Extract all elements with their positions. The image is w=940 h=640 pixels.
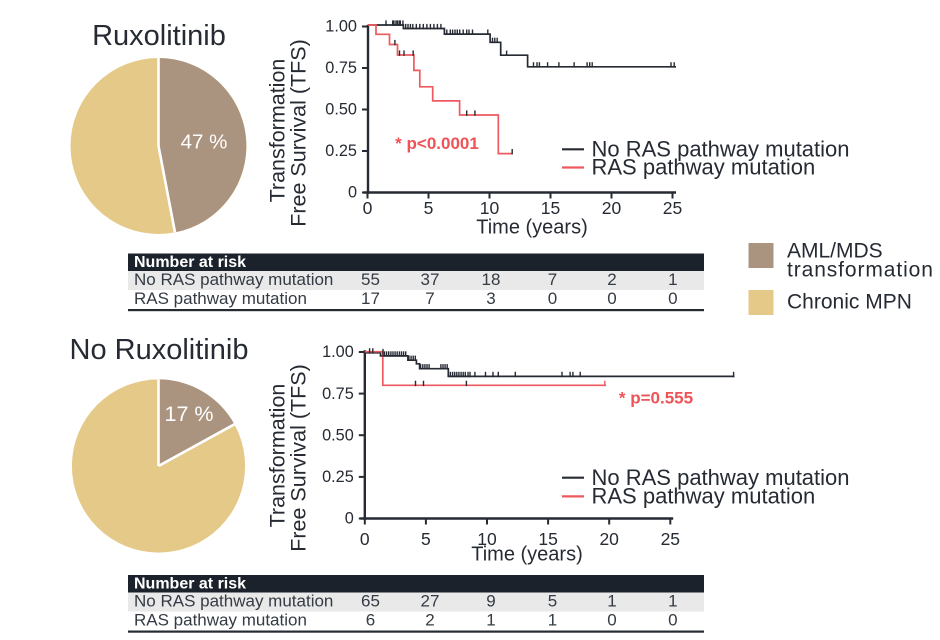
svg-text:5: 5 xyxy=(421,529,431,549)
svg-text:9: 9 xyxy=(486,592,495,611)
svg-text:Ruxolitinib: Ruxolitinib xyxy=(92,20,226,52)
svg-text:1.00: 1.00 xyxy=(322,343,354,361)
svg-text:7: 7 xyxy=(548,270,557,289)
svg-text:15: 15 xyxy=(541,198,560,218)
svg-text:5: 5 xyxy=(548,592,557,611)
svg-text:25: 25 xyxy=(661,529,680,549)
svg-text:2: 2 xyxy=(607,270,616,289)
svg-text:15: 15 xyxy=(538,529,557,549)
svg-text:0.50: 0.50 xyxy=(325,101,357,119)
svg-text:10: 10 xyxy=(477,529,497,549)
svg-text:Free Survival (TFS): Free Survival (TFS) xyxy=(286,39,310,227)
svg-text:Transformation: Transformation xyxy=(266,384,290,528)
svg-text:RAS pathway mutation: RAS pathway mutation xyxy=(134,611,307,630)
svg-text:RAS pathway mutation: RAS pathway mutation xyxy=(134,289,307,308)
svg-text:Number at risk: Number at risk xyxy=(134,576,246,593)
svg-text:3: 3 xyxy=(486,289,495,308)
svg-text:0: 0 xyxy=(668,611,677,630)
svg-text:Free Survival (TFS): Free Survival (TFS) xyxy=(286,364,310,552)
svg-text:0: 0 xyxy=(607,611,616,630)
svg-text:0.75: 0.75 xyxy=(322,385,354,403)
svg-text:1: 1 xyxy=(486,611,495,630)
svg-text:0.50: 0.50 xyxy=(322,426,354,444)
svg-text:6: 6 xyxy=(366,611,375,630)
svg-text:0: 0 xyxy=(363,198,373,218)
svg-text:0: 0 xyxy=(548,289,557,308)
svg-text:1: 1 xyxy=(607,592,616,611)
svg-text:27: 27 xyxy=(421,592,440,611)
svg-text:* p<0.0001: * p<0.0001 xyxy=(395,134,479,153)
svg-text:25: 25 xyxy=(663,198,682,218)
svg-text:No RAS pathway mutation: No RAS pathway mutation xyxy=(134,270,333,289)
svg-text:Chronic MPN: Chronic MPN xyxy=(787,291,912,314)
svg-text:0: 0 xyxy=(607,289,616,308)
svg-text:7: 7 xyxy=(425,289,434,308)
svg-text:0: 0 xyxy=(345,510,354,528)
svg-text:0: 0 xyxy=(668,289,677,308)
svg-text:1: 1 xyxy=(668,270,677,289)
svg-text:10: 10 xyxy=(480,198,500,218)
svg-text:Transformation: Transformation xyxy=(266,59,290,203)
svg-text:RAS pathway mutation: RAS pathway mutation xyxy=(592,155,816,180)
svg-text:17 %: 17 % xyxy=(164,402,213,426)
svg-text:No RAS pathway mutation: No RAS pathway mutation xyxy=(592,465,850,490)
svg-text:* p=0.555: * p=0.555 xyxy=(619,389,693,408)
svg-text:No RAS pathway mutation: No RAS pathway mutation xyxy=(134,592,333,611)
svg-text:transformation: transformation xyxy=(787,259,934,282)
svg-text:No RAS pathway mutation: No RAS pathway mutation xyxy=(592,137,850,162)
svg-text:0: 0 xyxy=(360,529,370,549)
svg-text:0: 0 xyxy=(348,184,357,202)
svg-text:Time (years): Time (years) xyxy=(476,217,587,239)
svg-text:47 %: 47 % xyxy=(181,131,228,154)
svg-text:RAS pathway mutation: RAS pathway mutation xyxy=(592,484,816,509)
svg-text:2: 2 xyxy=(425,611,434,630)
svg-text:37: 37 xyxy=(421,270,440,289)
svg-text:0.25: 0.25 xyxy=(325,142,357,160)
svg-text:Time (years): Time (years) xyxy=(471,544,582,566)
svg-text:65: 65 xyxy=(361,592,380,611)
svg-text:20: 20 xyxy=(602,198,622,218)
svg-text:55: 55 xyxy=(361,270,380,289)
svg-text:5: 5 xyxy=(424,198,434,218)
svg-text:20: 20 xyxy=(599,529,619,549)
svg-text:1: 1 xyxy=(668,592,677,611)
svg-text:1.00: 1.00 xyxy=(325,18,357,36)
svg-text:AML/MDS: AML/MDS xyxy=(787,240,883,263)
svg-text:No Ruxolitinib: No Ruxolitinib xyxy=(70,334,249,366)
svg-text:1: 1 xyxy=(548,611,557,630)
svg-text:18: 18 xyxy=(482,270,501,289)
svg-text:Number at risk: Number at risk xyxy=(134,254,246,271)
svg-text:17: 17 xyxy=(361,289,380,308)
svg-text:0.75: 0.75 xyxy=(325,59,357,77)
svg-text:0.25: 0.25 xyxy=(322,468,354,486)
